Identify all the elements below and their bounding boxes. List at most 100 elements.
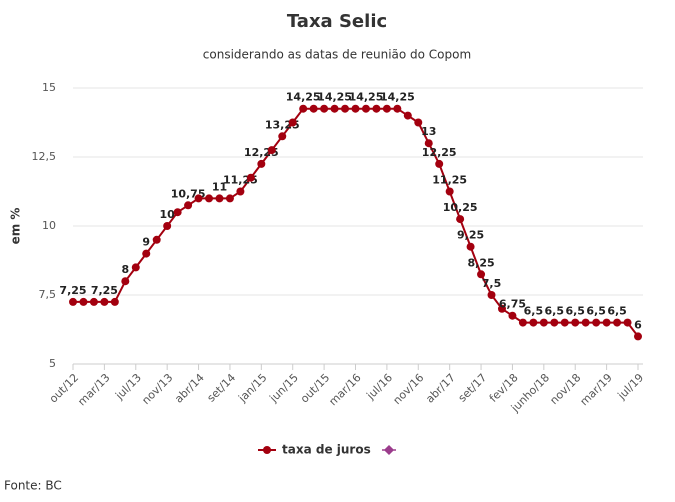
x-tick-label: nov/18 xyxy=(547,371,583,407)
value-label: 6,5 xyxy=(586,305,606,318)
point xyxy=(623,318,632,327)
value-label: 6 xyxy=(634,318,642,331)
x-tick-label: set/17 xyxy=(456,371,490,405)
point xyxy=(341,104,350,113)
point xyxy=(89,297,98,306)
point xyxy=(445,187,454,196)
point xyxy=(330,104,339,113)
x-tick-label: nov/16 xyxy=(391,371,427,407)
point xyxy=(361,104,370,113)
point xyxy=(560,318,569,327)
value-label: 6,5 xyxy=(565,305,585,318)
point xyxy=(393,104,402,113)
point xyxy=(382,104,391,113)
point xyxy=(257,159,266,168)
point xyxy=(424,139,433,148)
y-tick-label: 5 xyxy=(49,357,56,370)
value-label: 13 xyxy=(421,125,436,138)
point xyxy=(508,311,517,320)
point xyxy=(477,270,486,279)
y-tick-label: 12,5 xyxy=(32,150,57,163)
point xyxy=(69,297,77,306)
value-label: 11 xyxy=(212,180,227,193)
value-label: 7,5 xyxy=(482,277,502,290)
point xyxy=(215,194,224,203)
value-label: 14,25 xyxy=(380,91,415,104)
point xyxy=(110,297,119,306)
y-axis-label: em % xyxy=(9,208,23,245)
point xyxy=(435,159,444,168)
x-tick-label: jan/15 xyxy=(235,371,269,405)
x-tick-label: set/14 xyxy=(205,371,239,405)
series-line xyxy=(73,107,639,338)
point xyxy=(278,132,287,141)
point xyxy=(550,318,559,327)
x-tick-label: jul/19 xyxy=(615,371,647,403)
point xyxy=(152,235,161,244)
point xyxy=(529,318,538,327)
point xyxy=(267,146,276,155)
point xyxy=(163,222,172,230)
point xyxy=(100,297,109,306)
point xyxy=(592,318,601,327)
point xyxy=(121,277,130,286)
x-tick-label: abr/14 xyxy=(172,371,207,406)
point xyxy=(571,318,580,327)
value-label: 10 xyxy=(160,208,176,221)
value-label: 6,5 xyxy=(524,305,544,318)
legend-marker xyxy=(263,446,271,454)
chart-title: Taxa Selic xyxy=(287,11,387,32)
value-label: 14,25 xyxy=(317,91,352,104)
point xyxy=(539,318,548,327)
legend-label: taxa de juros xyxy=(282,443,371,457)
source: Fonte: BC xyxy=(4,479,62,493)
value-label: 11,25 xyxy=(432,174,467,187)
x-tick-label: abr/17 xyxy=(423,371,458,406)
value-label: 7,25 xyxy=(59,284,86,297)
point xyxy=(351,104,360,113)
point xyxy=(456,215,465,224)
value-label: 9,25 xyxy=(457,229,484,242)
point xyxy=(194,194,203,203)
point xyxy=(184,201,193,210)
value-label: 9 xyxy=(142,236,150,249)
point xyxy=(581,318,590,327)
point xyxy=(309,104,318,113)
x-tick-label: jun/15 xyxy=(267,371,301,405)
point xyxy=(518,318,527,327)
chart-subtitle: considerando as datas de reunião do Copo… xyxy=(203,48,471,62)
value-label: 6,5 xyxy=(607,305,627,318)
x-tick-label: mar/13 xyxy=(75,371,112,408)
point xyxy=(372,104,381,113)
value-label: 12,25 xyxy=(422,146,457,159)
value-label: 6,75 xyxy=(499,298,526,311)
x-tick-label: mar/16 xyxy=(326,371,363,408)
value-label: 10,25 xyxy=(443,201,478,214)
point xyxy=(299,104,308,113)
point xyxy=(246,173,255,182)
x-tick-label: nov/13 xyxy=(139,371,175,407)
point xyxy=(602,318,611,327)
point xyxy=(466,242,475,251)
point xyxy=(320,104,329,113)
y-tick-label: 15 xyxy=(42,81,56,94)
point xyxy=(414,118,423,127)
y-tick-label: 10 xyxy=(42,219,56,232)
point xyxy=(236,187,245,196)
value-label: 14,25 xyxy=(286,91,321,104)
value-label: 14,25 xyxy=(349,91,384,104)
point xyxy=(225,194,234,203)
point xyxy=(634,332,642,341)
value-label: 6,5 xyxy=(545,305,565,318)
point xyxy=(288,118,297,127)
point xyxy=(173,208,182,217)
point xyxy=(487,291,496,299)
y-tick-label: 7,5 xyxy=(39,288,57,301)
point xyxy=(403,111,412,120)
point xyxy=(142,249,151,258)
point xyxy=(79,297,88,306)
x-tick-label: mar/19 xyxy=(578,371,615,408)
point xyxy=(497,304,506,313)
point xyxy=(131,263,140,272)
